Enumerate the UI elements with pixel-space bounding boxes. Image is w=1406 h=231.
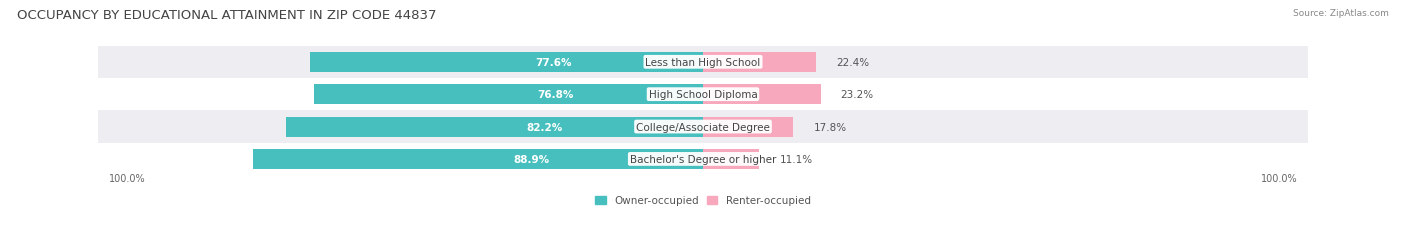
Text: 17.8%: 17.8% xyxy=(813,122,846,132)
Bar xyxy=(314,85,703,105)
Text: 23.2%: 23.2% xyxy=(841,90,875,100)
Legend: Owner-occupied, Renter-occupied: Owner-occupied, Renter-occupied xyxy=(595,195,811,206)
Text: OCCUPANCY BY EDUCATIONAL ATTAINMENT IN ZIP CODE 44837: OCCUPANCY BY EDUCATIONAL ATTAINMENT IN Z… xyxy=(17,9,436,22)
Bar xyxy=(98,79,1308,111)
Bar xyxy=(703,52,817,73)
Bar xyxy=(253,149,703,169)
Text: Bachelor's Degree or higher: Bachelor's Degree or higher xyxy=(630,154,776,164)
Text: 88.9%: 88.9% xyxy=(513,154,550,164)
Text: Less than High School: Less than High School xyxy=(645,58,761,67)
Bar xyxy=(703,117,793,137)
Bar xyxy=(98,46,1308,79)
Text: 82.2%: 82.2% xyxy=(527,122,562,132)
Bar xyxy=(98,143,1308,175)
Text: 76.8%: 76.8% xyxy=(537,90,574,100)
Text: College/Associate Degree: College/Associate Degree xyxy=(636,122,770,132)
Text: High School Diploma: High School Diploma xyxy=(648,90,758,100)
Text: 77.6%: 77.6% xyxy=(536,58,572,67)
Bar xyxy=(703,149,759,169)
Text: Source: ZipAtlas.com: Source: ZipAtlas.com xyxy=(1294,9,1389,18)
Text: 11.1%: 11.1% xyxy=(779,154,813,164)
Text: 22.4%: 22.4% xyxy=(837,58,870,67)
Text: 100.0%: 100.0% xyxy=(1260,173,1298,184)
Text: 100.0%: 100.0% xyxy=(108,173,146,184)
Bar xyxy=(309,52,703,73)
Bar xyxy=(703,85,821,105)
Bar xyxy=(287,117,703,137)
Bar xyxy=(98,111,1308,143)
